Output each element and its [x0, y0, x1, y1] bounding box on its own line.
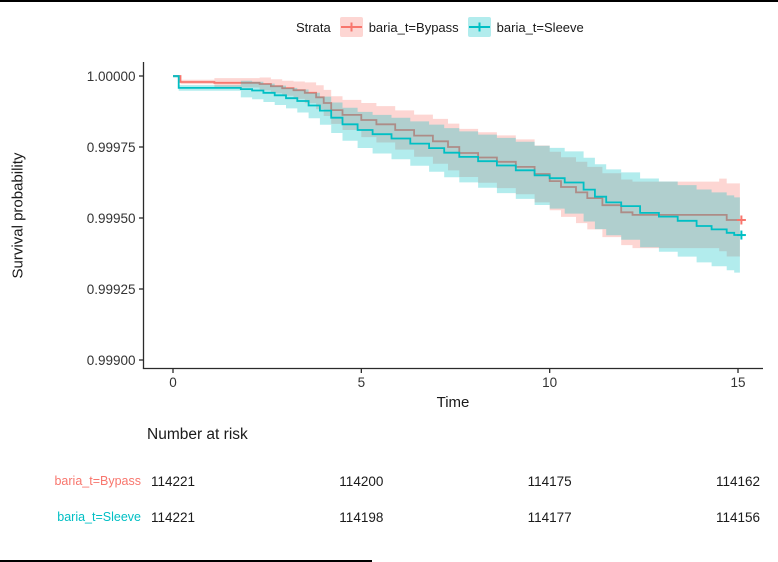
- legend-entry-bypass-label: baria_t=Bypass: [368, 19, 459, 35]
- sleeve-censor-plus-icon: [736, 230, 746, 240]
- x-tick-label: 10: [542, 375, 558, 390]
- risk-row-label-bypass: baria_t=Bypass: [54, 474, 141, 488]
- plot-legend: Strata baria_t=Bypass baria_t=Sleeve: [296, 16, 584, 38]
- legend-key-bypass-icon: [339, 17, 363, 37]
- legend-title: Strata: [296, 19, 331, 35]
- legend-entry-bypass: baria_t=Bypass: [339, 17, 459, 37]
- x-tick-label: 15: [730, 375, 746, 390]
- axis-spines: [139, 62, 763, 373]
- risk-count: 114200: [339, 474, 384, 489]
- legend-entry-sleeve-label: baria_t=Sleeve: [496, 19, 584, 35]
- legend-key-sleeve-icon: [467, 17, 491, 37]
- y-tick-label: 1.00000: [86, 68, 136, 84]
- risk-count: 114175: [527, 474, 572, 489]
- risk-count: 114221: [150, 474, 196, 489]
- risk-count: 114177: [527, 510, 572, 525]
- y-tick-label: 0.99900: [86, 352, 136, 368]
- y-tick-label: 0.99950: [86, 210, 136, 226]
- sleeve-step-line: [173, 75, 740, 236]
- bypass-confidence-band: [173, 76, 740, 257]
- legend-entry-sleeve: baria_t=Sleeve: [467, 17, 584, 37]
- y-tick-label: 0.99925: [86, 281, 136, 297]
- bypass-censor-plus-icon: [736, 215, 746, 225]
- x-axis-title: Time: [436, 394, 470, 411]
- y-tick-label: 0.99975: [86, 139, 136, 155]
- screen-edge-bottom: [0, 560, 372, 562]
- risk-count: 114162: [715, 474, 761, 489]
- x-tick-label: 5: [357, 375, 366, 390]
- x-tick-label: 0: [169, 375, 177, 390]
- bypass-step-line: [173, 75, 740, 221]
- risk-count: 114156: [715, 510, 761, 525]
- screen-edge-top: [0, 0, 778, 2]
- risk-table-title: Number at risk: [147, 426, 248, 443]
- risk-count: 114198: [339, 510, 384, 525]
- sleeve-confidence-band: [173, 76, 740, 273]
- risk-row-label-sleeve: baria_t=Sleeve: [57, 510, 141, 524]
- risk-count: 114221: [150, 510, 196, 525]
